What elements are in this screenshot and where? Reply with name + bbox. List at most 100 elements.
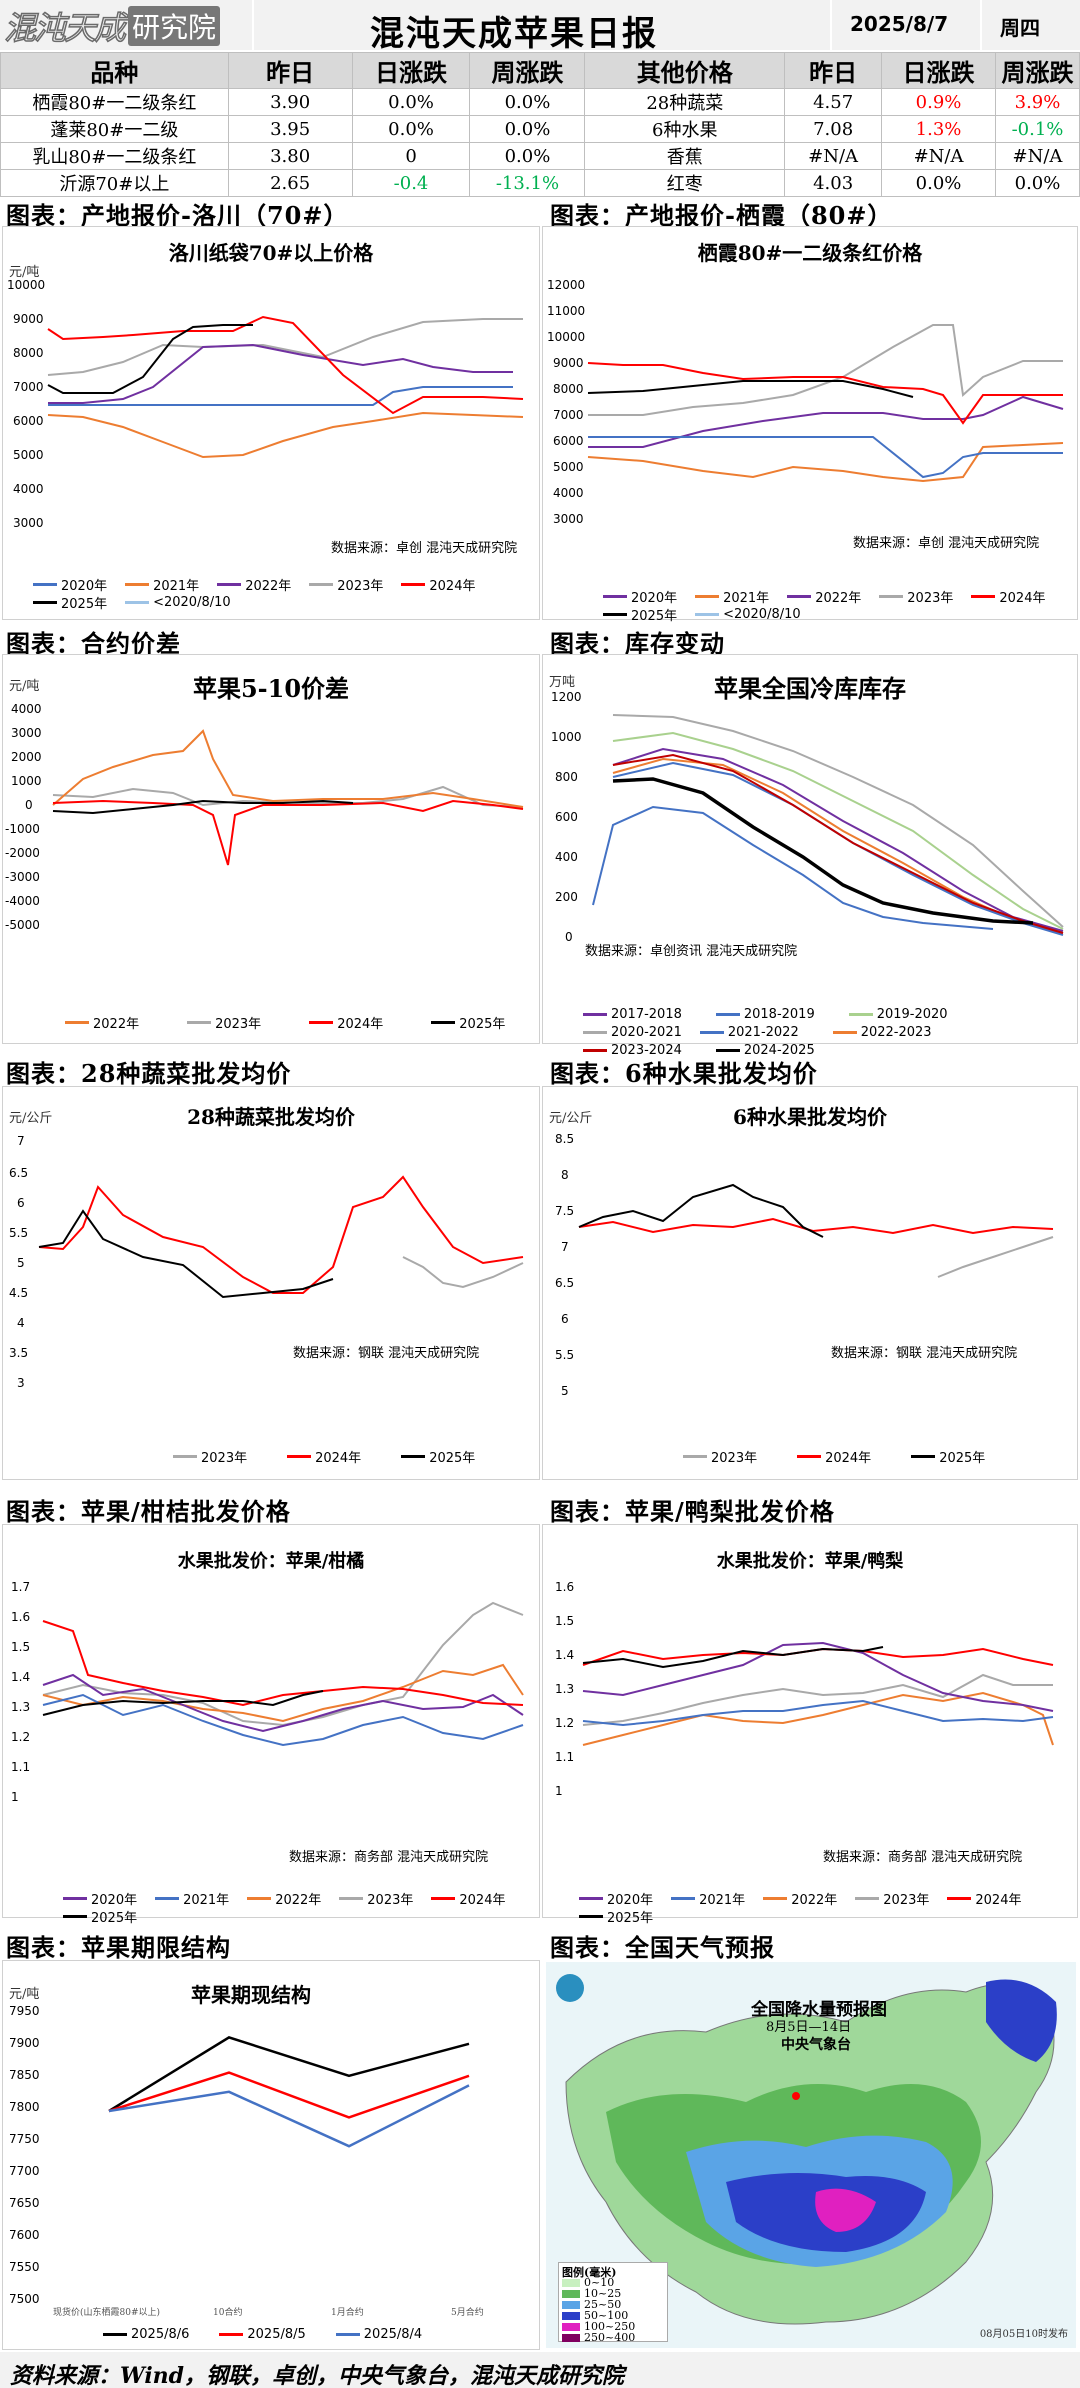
legend-item: 2018-2019 xyxy=(715,1005,815,1023)
svg-text:7: 7 xyxy=(17,1134,25,1148)
rain-zone-northeast xyxy=(986,1979,1057,2062)
chart-title: 6种水果批发均价 xyxy=(733,1105,887,1129)
legend-label: 2023年 xyxy=(883,1892,930,1908)
cell: #N/A xyxy=(881,142,996,170)
series-2025 xyxy=(582,1646,884,1669)
price-table-header: 品种 昨日 日涨跌 周涨跌 其他价格 昨日 日涨跌 周涨跌 xyxy=(0,52,1080,89)
series-2020 xyxy=(42,1673,524,1733)
col-header: 周涨跌 xyxy=(469,52,586,89)
section-title-term: 图表：苹果期限结构 xyxy=(6,1933,231,1962)
map-legend-label: 25~50 xyxy=(584,2298,622,2311)
series-2021 xyxy=(582,1699,1054,1727)
series-2020 xyxy=(588,436,1063,479)
svg-text:4000: 4000 xyxy=(553,486,584,500)
series-2018-2019 xyxy=(592,805,994,930)
table-row: 乳山80#一二级条红 3.80 0 0.0% 香蕉 #N/A #N/A #N/A xyxy=(0,142,1080,170)
series-2021 xyxy=(42,1693,524,1747)
legend-label: 2023年 xyxy=(201,1450,248,1466)
chart-veg: 元/公斤 28种蔬菜批发均价 7 6.5 6 5.5 5 4.5 4 3.5 3 数据来源：钢联… xyxy=(2,1086,540,1480)
legend-label: 2020年 xyxy=(607,1892,654,1908)
legend-label: 2024年 xyxy=(975,1892,1022,1908)
beijing-marker xyxy=(792,2092,800,2100)
series-2025/8/4 xyxy=(108,2084,470,2148)
rain-zone-100-250 xyxy=(815,2188,876,2232)
table-row: 沂源70#以上 2.65 -0.4 -13.1% 红枣 4.03 0.0% 0.… xyxy=(0,169,1080,197)
chart-plot: 1200 1000 800 600 400 200 0 数据来源：卓创资讯 混沌天成研究院 xyxy=(551,690,1064,959)
chart-plot: 7 6.5 6 5.5 5 4.5 4 3.5 3 数据来源：钢联 混沌天成研究院 xyxy=(9,1134,524,1390)
legend-item: 2024年 xyxy=(431,1889,505,1908)
series-2024 xyxy=(578,1217,1054,1235)
svg-text:4000: 4000 xyxy=(11,702,42,716)
chart-apple-citrus: 水果批发价：苹果/柑橘 1.7 1.6 1.5 1.4 1.3 1.2 1.1 1 数据来源：… xyxy=(2,1524,540,1926)
chart-legend: 2020年 2021年 2022年 2023年 2024年 2025年 <202… xyxy=(603,587,1073,624)
cell: 0 xyxy=(351,142,471,170)
svg-text:-2000: -2000 xyxy=(5,846,40,860)
legend-item: 2019-2020 xyxy=(848,1005,948,1023)
legend-label: 2025年 xyxy=(61,596,108,612)
legend-label: 2023年 xyxy=(215,1016,262,1032)
chart-plot: 4000 3000 2000 1000 0 -1000 -2000 -3000 -4000 -50… xyxy=(5,702,524,932)
svg-text:6: 6 xyxy=(17,1196,25,1210)
series-2023 xyxy=(47,318,523,376)
y-tick: 7850 xyxy=(9,2068,40,2082)
legend-label: 2023-2024 xyxy=(611,1042,682,1058)
legend-item: 2024年 xyxy=(947,1889,1022,1908)
svg-text:5000: 5000 xyxy=(553,460,584,474)
y-tick: 7600 xyxy=(9,2228,40,2242)
chart-plot: 1.7 1.6 1.5 1.4 1.3 1.2 1.1 1 数据来源：商务部 混沌天成研究院 xyxy=(11,1580,524,1865)
legend-label: 2020-2021 xyxy=(611,1024,682,1040)
y-tick: 7700 xyxy=(9,2164,40,2178)
cell: 4.03 xyxy=(784,169,883,197)
svg-text:1.2: 1.2 xyxy=(555,1716,574,1730)
chart-legend: 2020年 2021年 2022年 2023年 2024年 2025年 xyxy=(579,1889,1073,1926)
y-ticks: 1.6 1.5 1.4 1.3 1.2 1.1 1 xyxy=(555,1580,574,1798)
series-2024 xyxy=(42,1620,524,1707)
chart-plot: 12000 11000 10000 9000 8000 7000 6000 5000 4000 3… xyxy=(547,278,1064,551)
chart-legend: 2020年 2021年 2022年 2023年 2024年 2025年 xyxy=(63,1889,533,1926)
series-2022 xyxy=(42,1663,524,1723)
legend-item: 2023年 xyxy=(173,1447,248,1466)
legend-label: 2020年 xyxy=(631,590,678,606)
map-legend-label: 0~10 xyxy=(584,2276,615,2289)
legend-item: 2025年 xyxy=(431,1013,505,1032)
map-legend-label: 100~250 xyxy=(584,2320,636,2333)
legend-item: 2025年 xyxy=(911,1447,985,1466)
cell: 0.0% xyxy=(351,115,471,143)
svg-text:1.4: 1.4 xyxy=(11,1670,30,1684)
legend-item: 2025年 xyxy=(63,1907,137,1926)
chart-plot: 7950 7900 7850 7800 7750 7700 7650 7600 … xyxy=(9,2004,484,2318)
x-label: 1月合约 xyxy=(331,2306,364,2318)
y-tick: 7750 xyxy=(9,2132,40,2146)
svg-text:-4000: -4000 xyxy=(5,894,40,908)
legend-label: 2022年 xyxy=(245,578,292,594)
series-2020 xyxy=(48,386,513,406)
cell: 0.0% xyxy=(469,142,586,170)
series-2021-2022 xyxy=(612,761,1064,936)
y-tick: 7950 xyxy=(9,2004,40,2018)
legend-item: 2024年 xyxy=(971,587,1045,606)
y-ticks: 1.7 1.6 1.5 1.4 1.3 1.2 1.1 1 xyxy=(11,1580,30,1804)
section-title-fruit: 图表：6种水果批发均价 xyxy=(550,1059,818,1088)
legend-label: 2025/8/5 xyxy=(247,2326,306,2342)
precipitation-map-svg xyxy=(556,1974,1057,2325)
svg-text:4000: 4000 xyxy=(13,482,44,496)
svg-text:9000: 9000 xyxy=(553,356,584,370)
legend-label: 2022年 xyxy=(815,590,862,606)
svg-text:1.6: 1.6 xyxy=(555,1580,574,1594)
map-legend-item: 100~250 xyxy=(562,2320,664,2333)
legend-item: 2023年 xyxy=(683,1447,757,1466)
cell: 3.80 xyxy=(227,142,353,170)
legend-label: 2024年 xyxy=(315,1450,362,1466)
legend-item: 2023年 xyxy=(339,1889,413,1908)
chart-unit: 元/吨 xyxy=(9,265,40,280)
svg-text:5.5: 5.5 xyxy=(555,1348,574,1362)
svg-text:1.5: 1.5 xyxy=(555,1614,574,1628)
svg-text:1.2: 1.2 xyxy=(11,1730,30,1744)
y-ticks: 1200 1000 800 600 400 200 0 xyxy=(551,690,582,944)
cell: -13.1% xyxy=(469,169,586,197)
y-ticks: 10000 9000 8000 7000 6000 5000 4000 3000 xyxy=(7,278,45,530)
svg-text:3000: 3000 xyxy=(553,512,584,526)
legend-item: 2021年 xyxy=(155,1889,229,1908)
legend-label: 2021年 xyxy=(723,590,770,606)
y-ticks: 8.5 8 7.5 7 6.5 6 5.5 5 xyxy=(555,1132,574,1398)
